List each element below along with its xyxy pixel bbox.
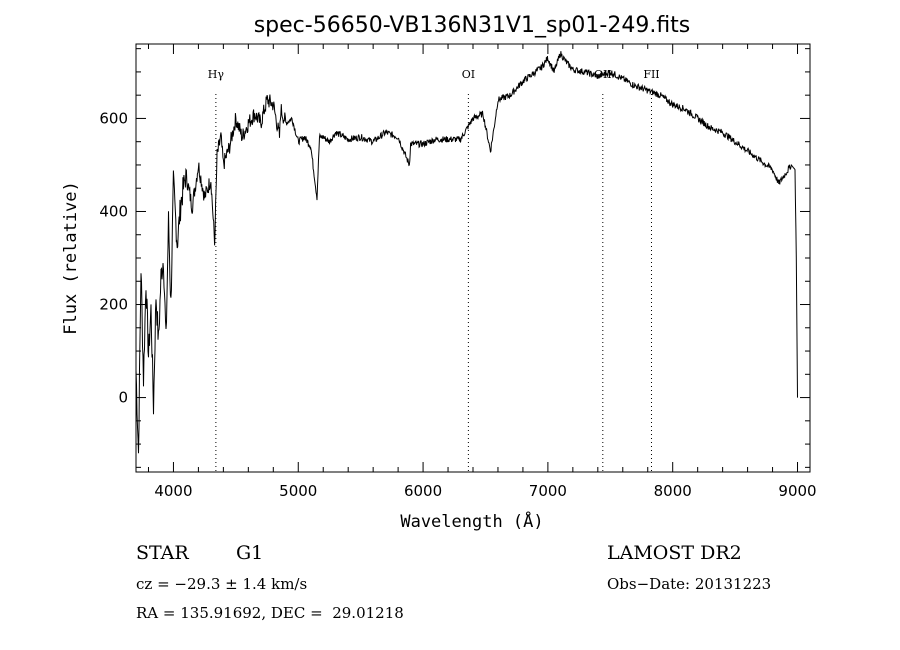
x-axis-label: Wavelength (Å)	[400, 510, 543, 532]
axis-ticks: 4000 5000 6000 7000 8000 9000 0 200 400 600	[99, 44, 817, 500]
y-tick-label: 0	[118, 389, 128, 407]
x-tick-label: 5000	[279, 482, 317, 500]
line-marker-label: Hγ	[208, 68, 225, 81]
spectral-line-markers: Hγ OI OII FII	[208, 68, 660, 472]
redshift-cz: cz = −29.3 ± 1.4 km/s	[136, 575, 308, 593]
plot-frame	[135, 43, 811, 473]
x-tick-label: 7000	[529, 482, 567, 500]
object-type: STAR	[136, 542, 189, 564]
line-marker-label: OI	[462, 68, 475, 81]
x-tick-label: 8000	[654, 482, 692, 500]
object-subclass: G1	[236, 542, 264, 564]
y-tick-label: 200	[99, 296, 128, 314]
survey-name: LAMOST DR2	[607, 542, 742, 564]
observation-date: Obs−Date: 20131223	[607, 575, 772, 593]
line-marker-label: FII	[643, 68, 659, 81]
x-tick-label: 6000	[404, 482, 442, 500]
y-axis-label: Flux (relative)	[61, 181, 81, 335]
chart-title: spec-56650-VB136N31V1_sp01-249.fits	[254, 13, 691, 38]
y-tick-label: 600	[99, 109, 128, 127]
x-tick-label: 9000	[778, 482, 816, 500]
x-tick-label: 4000	[154, 482, 192, 500]
ra-dec-coordinates: RA = 135.91692, DEC = 29.01218	[136, 604, 404, 622]
spectrum-line	[135, 51, 798, 454]
y-tick-label: 400	[99, 202, 128, 220]
